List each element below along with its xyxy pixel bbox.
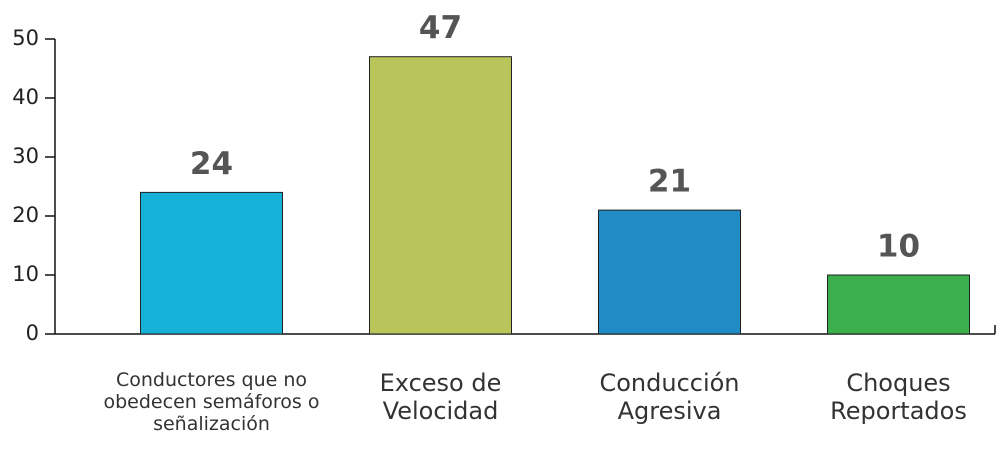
value-label: 21 [648, 164, 691, 200]
x-tick-label: Conducción Agresiva [599, 369, 740, 425]
value-label: 47 [419, 10, 462, 46]
bar [598, 209, 741, 335]
y-tick-label: 10 [12, 262, 39, 286]
bar [827, 274, 970, 335]
y-tick-label: 0 [26, 321, 39, 345]
bar [369, 56, 512, 335]
y-tick-label: 40 [12, 85, 39, 109]
x-tick-label: Conductores que no obedecen semáforos o … [103, 369, 320, 435]
y-tick-label: 30 [12, 144, 39, 168]
y-tick-label: 20 [12, 203, 39, 227]
x-tick-label: Choques Reportados [830, 369, 967, 425]
value-label: 10 [877, 229, 920, 265]
y-tick-label: 50 [12, 26, 39, 50]
x-tick-label: Exceso de Velocidad [379, 369, 502, 425]
bar [140, 191, 283, 335]
value-label: 24 [190, 146, 233, 182]
